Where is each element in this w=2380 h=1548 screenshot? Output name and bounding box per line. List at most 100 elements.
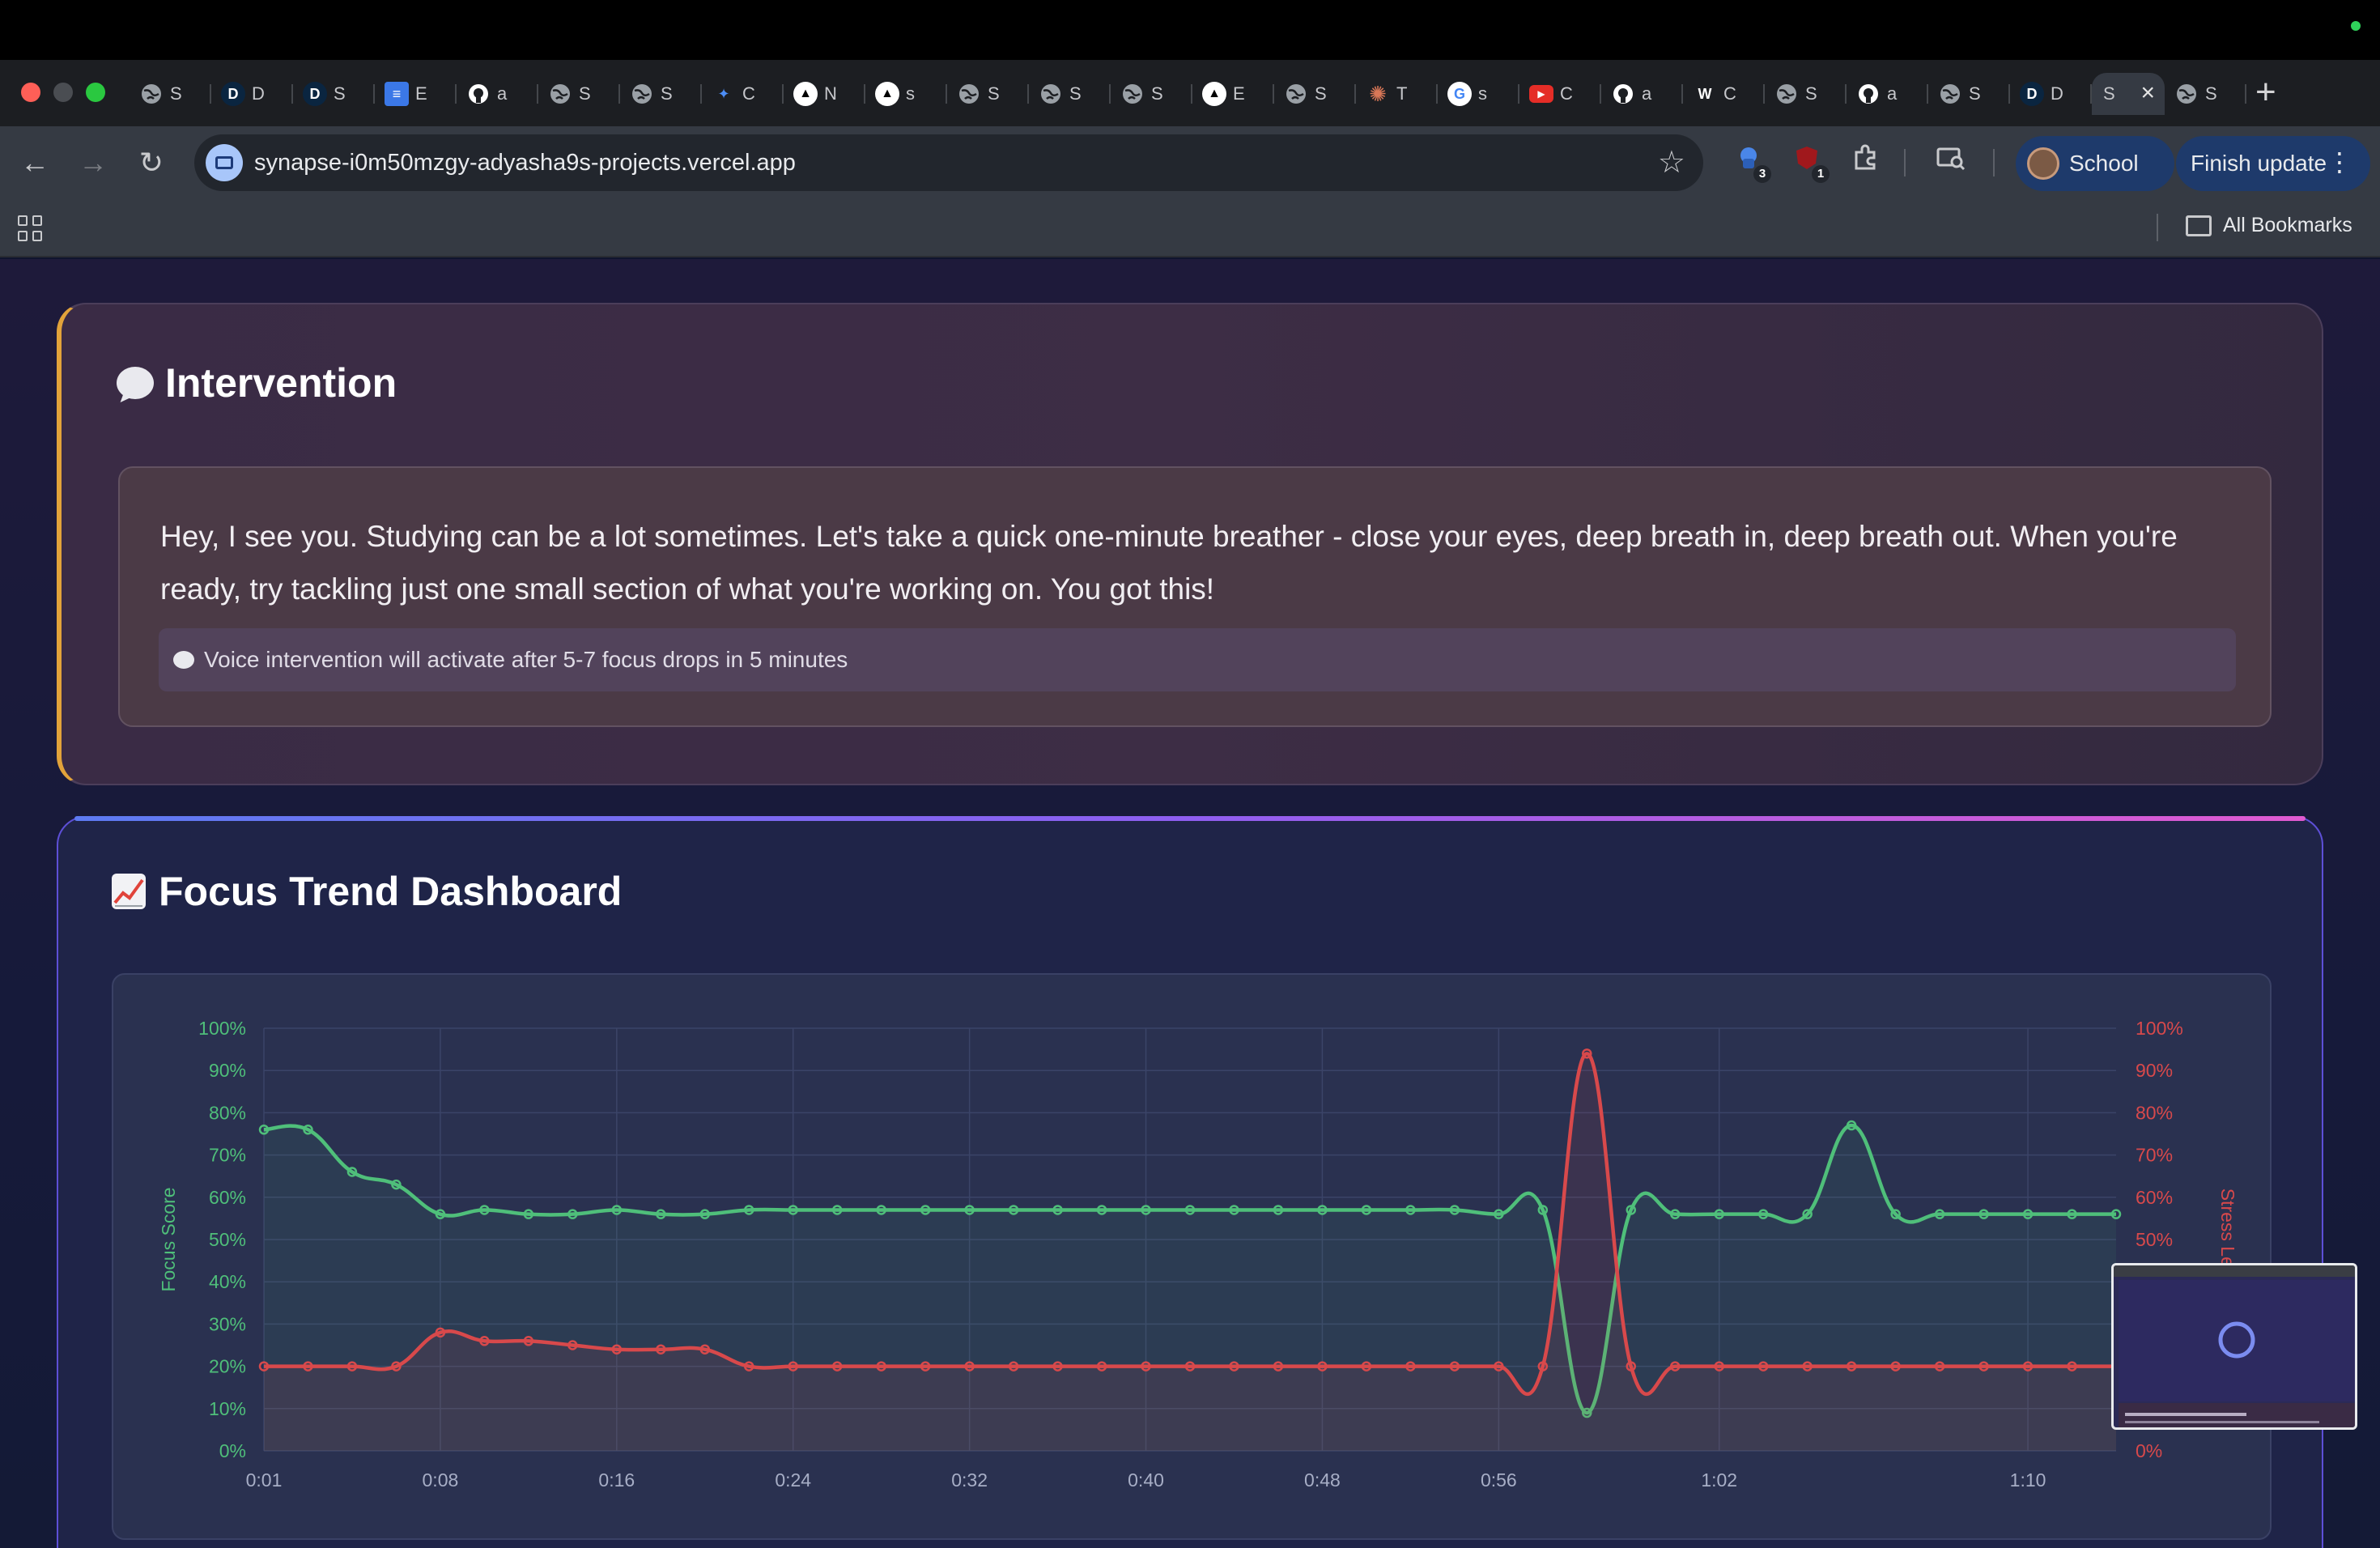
- data-point: [1405, 1361, 1416, 1372]
- voice-note: Voice intervention will activate after 5…: [159, 628, 2236, 691]
- tab-8[interactable]: ▲ N: [784, 73, 865, 115]
- maximize-window-icon[interactable]: [86, 83, 105, 102]
- tab-9[interactable]: ▲ s: [865, 73, 947, 115]
- tab-title: S: [579, 83, 591, 104]
- data-point: [1008, 1205, 1019, 1215]
- tab-21[interactable]: a: [1847, 73, 1928, 115]
- tab-6[interactable]: S: [620, 73, 702, 115]
- globe-icon: [1120, 82, 1145, 106]
- tab-search-icon[interactable]: [1933, 144, 1969, 180]
- tab-18[interactable]: a: [1601, 73, 1683, 115]
- new-tab-icon[interactable]: +: [2255, 72, 2276, 112]
- extensions-puzzle-icon[interactable]: [1847, 144, 1883, 180]
- back-icon[interactable]: ←: [20, 146, 49, 179]
- tab-0[interactable]: S: [130, 73, 211, 115]
- left-tick-label: 10%: [209, 1398, 246, 1419]
- data-point: [1494, 1209, 1504, 1219]
- data-point: [699, 1209, 711, 1219]
- tab-17[interactable]: ▶ C: [1519, 73, 1601, 115]
- tab-12[interactable]: S: [1111, 73, 1192, 115]
- system-bar: [0, 0, 2380, 60]
- reload-icon[interactable]: ↻: [138, 146, 164, 179]
- tab-4[interactable]: a: [457, 73, 538, 115]
- voice-note-text: Voice intervention will activate after 5…: [204, 647, 848, 672]
- address-bar[interactable]: synapse-i0m50mzgy-adyasha9s-projects.ver…: [194, 134, 1703, 191]
- bookmark-star-icon[interactable]: ☆: [1657, 146, 1685, 180]
- tab-3[interactable]: ≡ E: [375, 73, 457, 115]
- tab-7[interactable]: ✦ C: [702, 73, 784, 115]
- left-tick-label: 90%: [209, 1060, 246, 1081]
- profile-button[interactable]: School: [2016, 136, 2174, 191]
- focus-trend-chart[interactable]: 0%0%10%10%20%20%30%30%40%40%50%50%60%60%…: [113, 975, 2273, 1542]
- x-tick-label: 0:32: [951, 1469, 988, 1491]
- extension-a-badge: 3: [1753, 165, 1771, 183]
- data-point: [1846, 1120, 1857, 1131]
- data-point: [1184, 1361, 1196, 1372]
- globe-icon: [1938, 82, 1962, 106]
- more-menu-icon[interactable]: ⋮: [2327, 147, 2352, 176]
- intervention-title: Intervention: [165, 360, 397, 406]
- all-bookmarks-label: All Bookmarks: [2223, 214, 2352, 236]
- left-tick-label: 80%: [209, 1102, 246, 1123]
- tab-title: S: [334, 83, 346, 104]
- globe-icon: [2174, 82, 2199, 106]
- site-info-icon[interactable]: [206, 144, 243, 181]
- picture-in-picture-window[interactable]: [2111, 1263, 2357, 1430]
- data-point: [699, 1344, 711, 1354]
- data-point: [258, 1125, 270, 1135]
- bookmarks-divider: [2157, 214, 2158, 241]
- left-tick-label: 30%: [209, 1313, 246, 1334]
- tab-last[interactable]: S: [2165, 73, 2246, 115]
- tab-title: a: [1642, 83, 1652, 104]
- card-accent-bar: [74, 816, 2306, 821]
- focus-trend-card: Focus Trend Dashboard 0%0%10%10%20%20%30…: [57, 816, 2323, 1548]
- extension-b-badge: 1: [1812, 165, 1830, 183]
- d-icon: D: [303, 82, 327, 106]
- tab-20[interactable]: S: [1765, 73, 1847, 115]
- left-tick-label: 50%: [209, 1229, 246, 1250]
- close-window-icon[interactable]: [21, 83, 40, 102]
- data-point: [611, 1205, 623, 1215]
- tab-22[interactable]: S: [1928, 73, 2010, 115]
- tab-14[interactable]: S: [1274, 73, 1356, 115]
- data-point: [1934, 1209, 1945, 1219]
- all-bookmarks-button[interactable]: All Bookmarks: [2186, 214, 2352, 237]
- left-tick-label: 40%: [209, 1271, 246, 1292]
- minimize-window-icon[interactable]: [53, 83, 73, 102]
- right-tick-label: 100%: [2136, 1018, 2183, 1039]
- claude-icon: ✺: [1369, 81, 1387, 106]
- close-tab-icon[interactable]: ×: [2140, 79, 2155, 106]
- tab-10[interactable]: S: [947, 73, 1029, 115]
- data-point: [567, 1209, 578, 1219]
- data-point: [1229, 1361, 1239, 1372]
- tab-5[interactable]: S: [538, 73, 620, 115]
- intervention-heading: Intervention: [117, 359, 397, 406]
- forward-icon[interactable]: →: [79, 146, 108, 179]
- apps-grid-icon[interactable]: [18, 215, 44, 241]
- data-point: [1934, 1361, 1945, 1372]
- extension-a-icon[interactable]: 3: [1731, 144, 1771, 183]
- tab-11[interactable]: S: [1029, 73, 1111, 115]
- tab-13[interactable]: ▲ E: [1192, 73, 1274, 115]
- data-point: [435, 1209, 446, 1219]
- data-point: [1890, 1209, 1901, 1219]
- data-point: [1229, 1205, 1239, 1215]
- docs-icon: ≡: [385, 82, 409, 106]
- x-tick-label: 0:40: [1128, 1469, 1164, 1491]
- intervention-message: Hey, I see you. Studying can be a lot so…: [160, 520, 2178, 606]
- tab-title: S: [2205, 83, 2217, 104]
- data-point: [1317, 1361, 1328, 1372]
- extension-b-icon[interactable]: 1: [1789, 144, 1830, 183]
- finish-update-button[interactable]: Finish update ⋮: [2176, 136, 2370, 191]
- right-tick-label: 50%: [2136, 1229, 2173, 1250]
- intervention-card: Intervention Hey, I see you. Studying ca…: [57, 303, 2323, 785]
- tab-active[interactable]: S ×: [2092, 73, 2165, 115]
- globe-icon: [1039, 82, 1063, 106]
- tab-15[interactable]: ✺ T: [1356, 73, 1438, 115]
